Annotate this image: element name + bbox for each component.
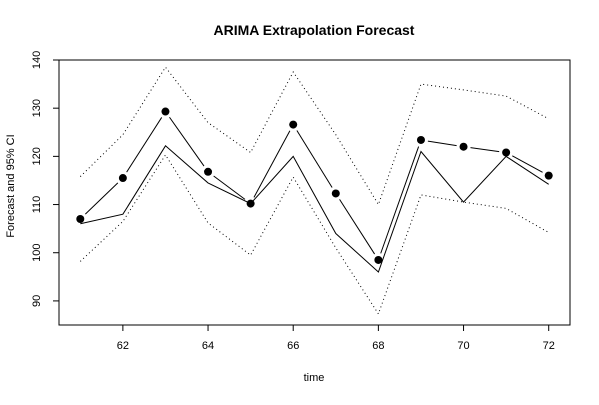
series-layer: [76, 66, 553, 316]
chart-title: ARIMA Extrapolation Forecast: [214, 22, 415, 38]
forecast-segment: [253, 130, 291, 198]
forecast-segment: [126, 117, 163, 173]
x-tick-label: 70: [457, 340, 469, 352]
plot-area-frame: [58, 59, 571, 326]
forecast-point: [118, 174, 127, 183]
forecast-segment: [427, 140, 457, 147]
forecast-segment: [84, 182, 119, 215]
forecast-segment: [213, 175, 246, 200]
y-tick-label: 110: [31, 196, 43, 214]
forecast-segment: [339, 199, 376, 255]
x-tick-label: 62: [117, 340, 129, 352]
forecast-point: [246, 199, 255, 208]
y-tick-label: 140: [31, 51, 43, 69]
forecast-point: [331, 189, 340, 198]
forecast-segment: [380, 146, 420, 254]
forecast-point: [289, 120, 298, 129]
x-axis: 62 64 66 68 70 72: [117, 325, 555, 352]
forecast-point: [374, 255, 383, 264]
forecast-point: [459, 142, 468, 151]
forecast-point: [502, 148, 511, 157]
y-axis-label: Forecast and 95% CI: [5, 134, 17, 237]
x-tick-label: 64: [202, 340, 214, 352]
y-tick-label: 100: [31, 244, 43, 262]
forecast-segment: [169, 116, 205, 167]
y-tick-label: 120: [31, 147, 43, 165]
lower-confidence-line: [79, 153, 549, 316]
x-tick-label: 72: [543, 340, 555, 352]
forecast-segment: [512, 155, 543, 173]
forecast-point: [76, 215, 85, 223]
y-tick-label: 130: [31, 99, 43, 117]
y-tick-label: 90: [31, 295, 43, 307]
forecast-segment: [470, 147, 500, 153]
forecast-point: [544, 171, 553, 180]
x-tick-label: 66: [287, 340, 299, 352]
forecast-point: [204, 167, 213, 176]
forecast-segment: [296, 130, 333, 188]
y-axis: 90 100 110 120 130 140: [31, 51, 59, 307]
forecast-point: [416, 135, 425, 144]
upper-confidence-line: [79, 66, 549, 206]
actual-values-line: [80, 145, 549, 273]
x-tick-label: 68: [372, 340, 384, 352]
forecast-point: [161, 107, 170, 116]
x-axis-label: time: [304, 372, 325, 384]
